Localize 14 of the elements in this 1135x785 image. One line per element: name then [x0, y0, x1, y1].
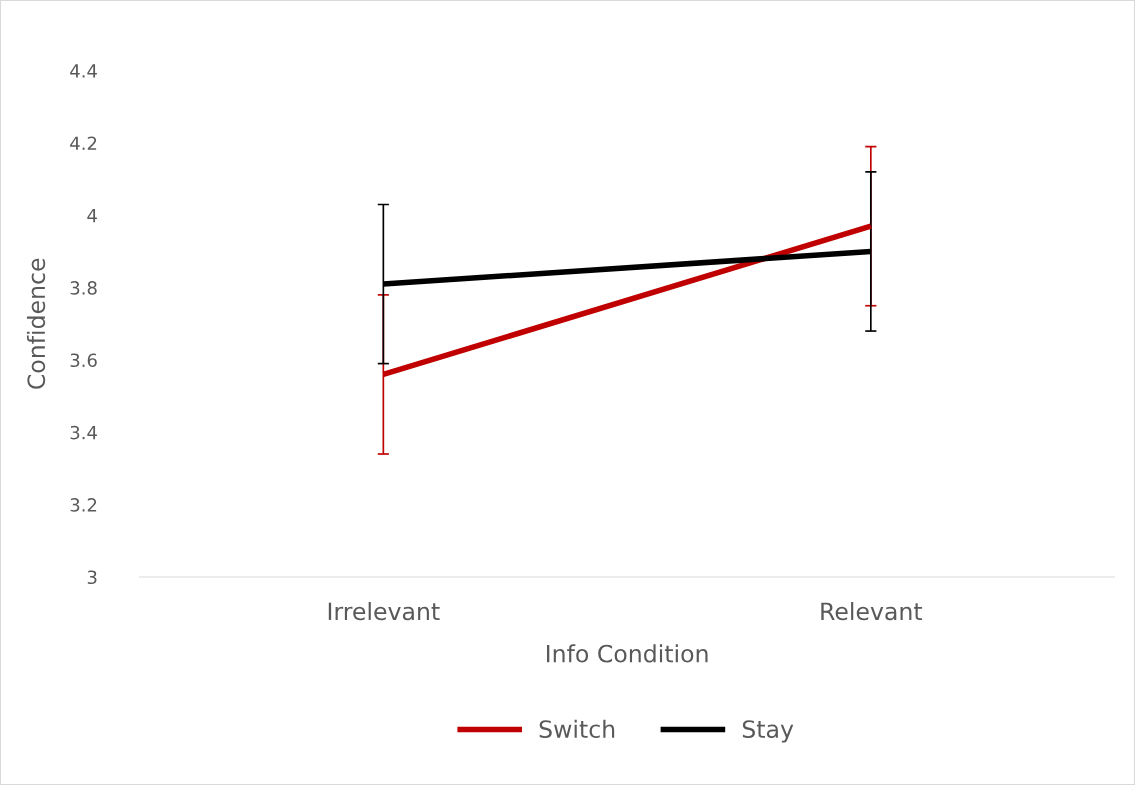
y-tick-label: 3.6 [70, 353, 97, 368]
y-tick-label: 3.8 [70, 281, 97, 295]
x-axis-title: Info Condition [546, 644, 708, 663]
legend-label: Stay [742, 720, 794, 743]
y-tick-label: 4.2 [70, 136, 97, 150]
y-axis-title: Confidence [26, 258, 46, 389]
y-tick-label: 3.2 [70, 498, 97, 512]
x-tick-label: Relevant [821, 601, 923, 621]
y-tick-label: 3 [87, 570, 97, 585]
y-tick-label: 3.4 [70, 425, 97, 440]
legend-label: Switch [539, 719, 615, 739]
x-tick-label: Irrelevant [328, 601, 440, 621]
y-tick-label: 4 [87, 209, 97, 223]
y-tick-label: 4.4 [70, 64, 97, 78]
